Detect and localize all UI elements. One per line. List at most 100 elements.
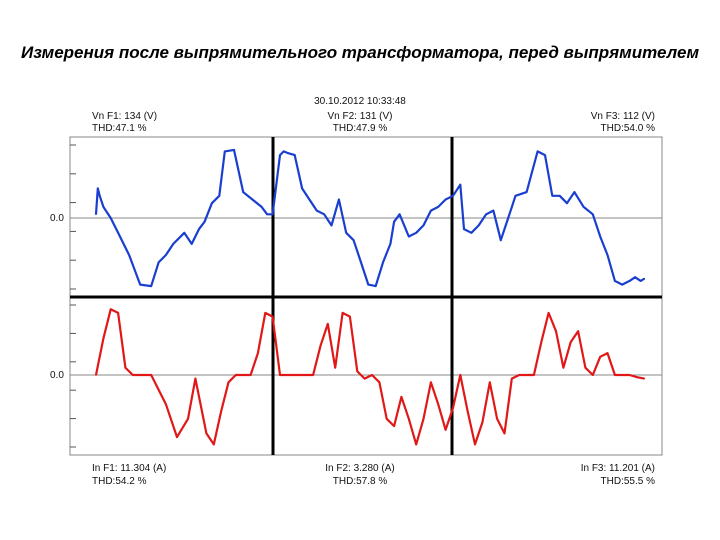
data-point — [614, 374, 616, 376]
data-point — [102, 337, 105, 340]
data-point — [316, 209, 318, 212]
data-point — [496, 418, 498, 420]
data-point — [540, 341, 543, 343]
data-point — [211, 202, 213, 204]
data-point — [514, 195, 517, 197]
data-point — [117, 232, 119, 234]
data-point — [341, 312, 344, 314]
data-point — [124, 366, 127, 369]
data-point — [400, 396, 403, 398]
data-point — [489, 381, 491, 384]
data-point — [367, 283, 370, 286]
data-point — [437, 206, 440, 208]
data-point — [224, 150, 226, 153]
data-point — [459, 374, 462, 376]
data-point — [547, 312, 550, 314]
data-point — [264, 312, 267, 314]
data-point — [356, 370, 359, 373]
data-point — [205, 432, 208, 435]
data-point — [293, 154, 296, 156]
data-point — [150, 285, 152, 287]
chart-title: Измерения после выпрямительного трансфор… — [20, 43, 700, 62]
data-point — [408, 235, 410, 238]
data-point — [536, 150, 539, 153]
data-point — [282, 150, 285, 153]
data-point — [621, 283, 623, 286]
data-point — [437, 403, 440, 406]
data-point — [165, 403, 167, 406]
current-thd-f3: THD:55.5 % — [601, 476, 656, 487]
data-point — [330, 224, 333, 227]
data-point — [227, 381, 230, 384]
data-point — [233, 149, 235, 151]
data-point — [279, 374, 281, 376]
data-point — [628, 280, 631, 282]
data-point — [203, 220, 206, 223]
voltage-thd-f3: THD:54.0 % — [601, 123, 656, 134]
voltage-label-f1: Vn F1: 134 (V) — [92, 111, 157, 122]
data-point — [352, 239, 355, 241]
data-point — [643, 277, 646, 280]
data-point — [139, 283, 141, 286]
data-point — [242, 374, 244, 376]
data-point — [360, 261, 362, 264]
data-point — [463, 228, 465, 230]
data-point — [643, 377, 646, 380]
data-point — [271, 213, 274, 216]
data-point — [518, 374, 520, 376]
data-point — [639, 280, 642, 282]
current-label-f3: In F3: 11.201 (A) — [581, 463, 655, 474]
data-point — [194, 377, 197, 380]
data-point — [555, 330, 557, 333]
y-zero-label: 0.0 — [50, 213, 64, 224]
data-point — [95, 213, 97, 216]
data-point — [621, 374, 623, 376]
data-point — [102, 206, 105, 208]
y-ticks: 0.0 0.0 — [50, 144, 76, 448]
timestamp: 30.10.2012 10:33:48 — [314, 96, 406, 107]
data-point — [371, 374, 373, 376]
y-zero-label: 0.0 — [50, 370, 64, 381]
data-point — [466, 410, 469, 413]
data-point — [430, 209, 432, 212]
data-point — [190, 243, 193, 245]
data-point — [308, 198, 311, 201]
data-point — [430, 381, 432, 384]
data-point — [150, 374, 152, 376]
data-point — [606, 352, 609, 354]
data-point — [363, 377, 366, 380]
data-point — [533, 374, 535, 376]
data-point — [558, 195, 561, 197]
voltage-label-f3: Vn F3: 112 (V) — [591, 111, 655, 122]
data-point — [286, 152, 289, 154]
data-point — [444, 429, 447, 431]
data-point — [492, 209, 495, 212]
current-label-f2: In F2: 3.280 (A) — [325, 463, 394, 474]
data-point — [422, 418, 425, 420]
data-point — [636, 376, 638, 379]
data-point — [95, 374, 97, 376]
data-point — [511, 377, 513, 380]
data-point — [323, 213, 326, 216]
data-point — [385, 418, 388, 420]
current-thd-f2: THD:57.8 % — [333, 476, 388, 487]
data-point — [165, 254, 167, 256]
data-point — [422, 224, 425, 227]
data-point — [459, 183, 462, 186]
data-point — [452, 195, 454, 197]
data-point — [389, 243, 392, 245]
data-point — [485, 213, 487, 216]
data-point — [109, 308, 112, 311]
data-point — [634, 276, 636, 279]
voltage-thd-f2: THD:47.9 % — [333, 123, 388, 134]
data-point — [415, 232, 418, 234]
series-line-current — [94, 308, 645, 446]
data-point — [408, 418, 410, 420]
data-point — [566, 202, 568, 204]
data-point — [393, 220, 395, 223]
data-point — [582, 206, 585, 208]
data-point — [279, 154, 281, 156]
data-point — [577, 330, 579, 333]
data-point — [474, 443, 476, 446]
